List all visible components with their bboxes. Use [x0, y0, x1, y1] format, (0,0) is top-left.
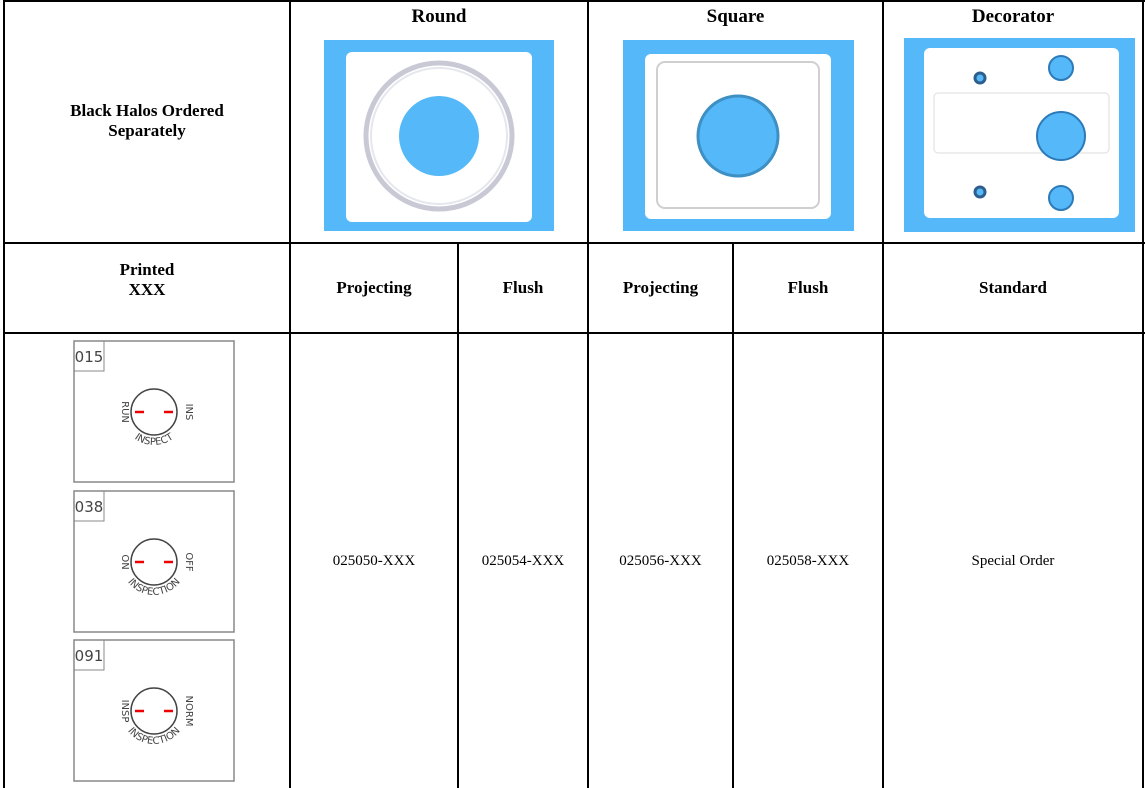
- part-number: 025050-XXX: [332, 552, 416, 569]
- label-frame: [73, 340, 235, 483]
- dial: [130, 388, 178, 436]
- square-image: [623, 40, 854, 231]
- header-text: Black Halos Ordered Separately: [70, 101, 224, 140]
- decorator-image: [904, 38, 1135, 232]
- header-text: Printed: [119, 260, 175, 279]
- printed-header: Printed XXX: [5, 244, 289, 332]
- column-header: Projecting: [622, 278, 699, 297]
- label-code: 038: [75, 498, 104, 516]
- label-right: NORM: [183, 696, 194, 727]
- label-frame: [73, 639, 235, 782]
- part-number: Special Order: [971, 552, 1055, 569]
- column-header: Flush: [502, 278, 544, 297]
- cell-border: [3, 332, 1145, 334]
- column-header: Flush: [787, 278, 829, 297]
- part-number: 025056-XXX: [619, 552, 702, 569]
- part-number: 025054-XXX: [481, 552, 565, 569]
- label-right: INS: [183, 404, 194, 421]
- group-title: Round: [411, 6, 467, 27]
- corner-header: Black Halos Ordered Separately: [5, 0, 289, 242]
- cell-border: [289, 0, 291, 788]
- label-left: RUN: [119, 401, 130, 423]
- group-title: Square: [706, 6, 765, 27]
- label-code: 015: [75, 348, 104, 366]
- cell-border: [882, 0, 884, 788]
- cell-border: [587, 0, 589, 788]
- header-text: XXX: [128, 280, 166, 299]
- part-number: 025058-XXX: [766, 552, 850, 569]
- round-image: [324, 40, 554, 231]
- cell-border: [732, 242, 734, 788]
- label-code: 091: [75, 647, 104, 665]
- column-header: Projecting: [336, 278, 412, 297]
- column-header: Standard: [978, 278, 1048, 297]
- label-bottom-text: INSPECT: [133, 431, 177, 448]
- dial: [130, 687, 178, 735]
- label-bottom: INSPECT: [133, 431, 177, 448]
- cell-border: [3, 0, 1145, 2]
- group-title: Decorator: [971, 6, 1055, 27]
- code-box: [73, 639, 105, 671]
- label-right: OFF: [183, 552, 194, 572]
- dial: [130, 538, 178, 586]
- label-left: ON: [119, 554, 130, 569]
- label-image: 015 RUN INS INSPECT: [73, 340, 235, 483]
- label-left: INSP: [119, 700, 130, 723]
- cell-border: [3, 242, 1145, 244]
- code-box: [73, 340, 105, 372]
- code-box: [73, 490, 105, 522]
- cell-border: [3, 0, 5, 788]
- cell-border: [1142, 0, 1144, 788]
- cell-border: [457, 242, 459, 788]
- label-frame: [73, 490, 235, 633]
